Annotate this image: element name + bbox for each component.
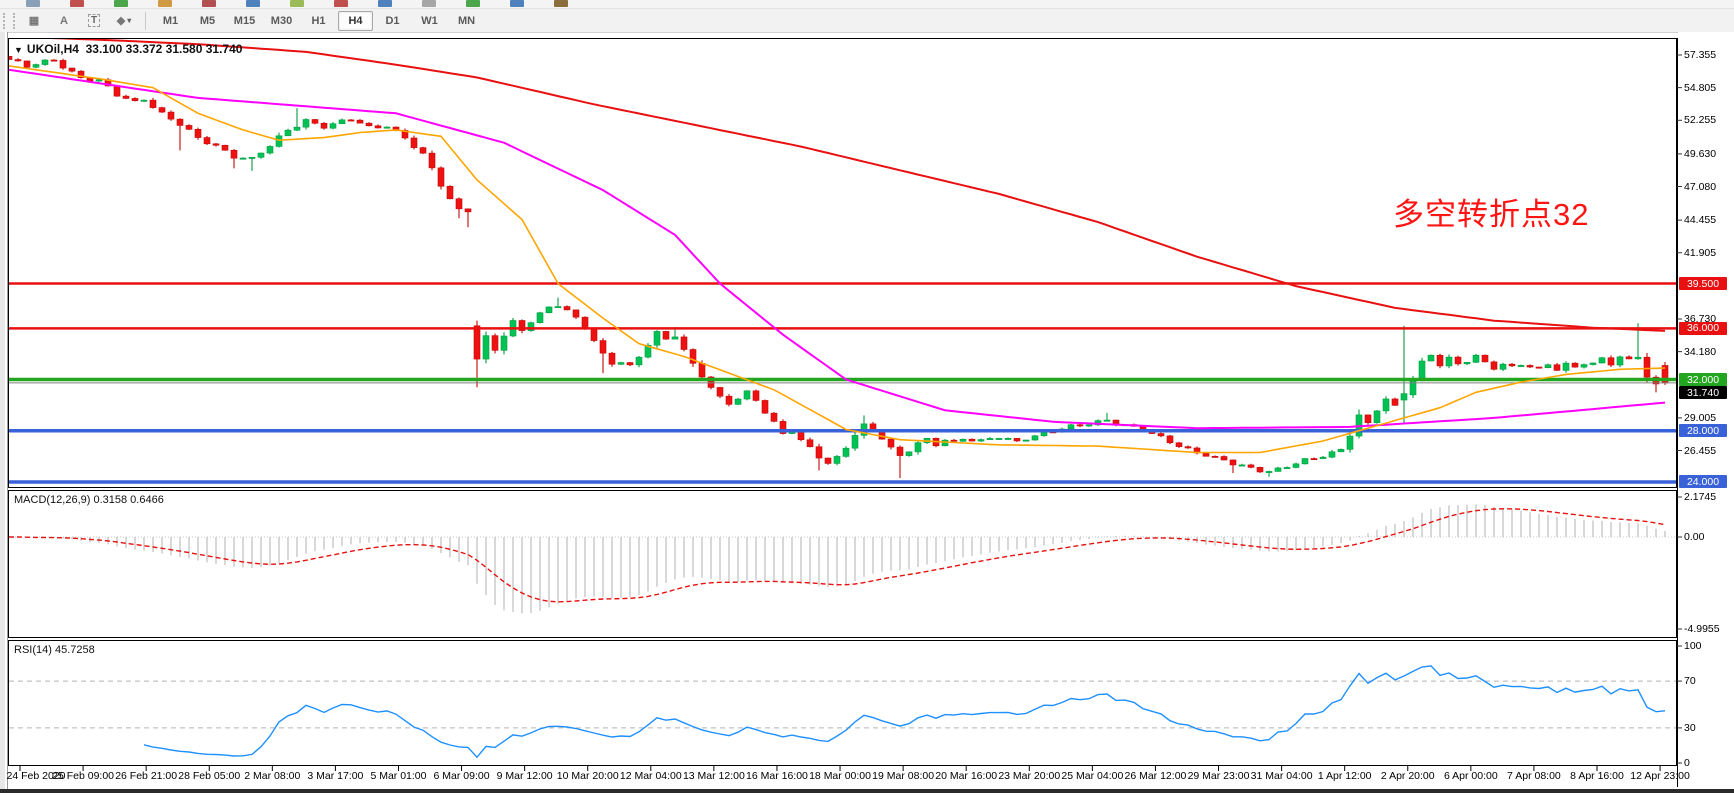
toolbar-grip[interactable] — [3, 12, 15, 29]
time-axis-label: 29 Mar 23:00 — [1187, 770, 1250, 782]
time-axis-label: 5 Mar 01:00 — [370, 770, 427, 782]
macd-label: MACD(12,26,9) 0.3158 0.6466 — [14, 494, 164, 506]
price-axis-tick: 41.905 — [1684, 246, 1717, 259]
macd-axis-tick: 2.1745 — [1684, 491, 1717, 503]
time-axis-label: 19 Mar 08:00 — [872, 770, 935, 782]
macd-panel[interactable] — [8, 490, 1677, 638]
rsi-panel[interactable] — [8, 640, 1677, 766]
price-chart-panel[interactable] — [8, 38, 1677, 488]
font-icon[interactable]: A — [60, 14, 68, 27]
macd-axis-tick: 0.00 — [1684, 531, 1705, 543]
price-level-badge: 36.000 — [1679, 321, 1727, 335]
timeframe-button-d1[interactable]: D1 — [385, 14, 400, 27]
chart-symbol-title[interactable]: ▼ UKOil,H4 33.100 33.372 31.580 31.740 — [14, 42, 242, 56]
rsi-axis-tick: 70 — [1684, 675, 1696, 688]
price-axis-tick: 34.180 — [1684, 345, 1717, 358]
time-axis-label: 2 Mar 08:00 — [244, 770, 301, 782]
timeframe-button-m15[interactable]: M15 — [233, 14, 256, 27]
clipped-toolbar-icon — [202, 0, 216, 7]
price-level-badge: 39.500 — [1679, 277, 1727, 291]
shapes-icon[interactable]: ◆ ▾ — [116, 15, 132, 27]
timeframe-button-m1[interactable]: M1 — [162, 14, 179, 27]
time-axis-label: 1 Apr 12:00 — [1317, 770, 1372, 782]
time-axis-label: 31 Mar 04:00 — [1250, 770, 1313, 782]
time-axis-label: 2 Apr 20:00 — [1380, 770, 1435, 782]
time-axis-label: 24 Feb 2020 — [6, 770, 66, 782]
clipped-toolbar-icon — [554, 0, 568, 7]
time-axis-label: 12 Mar 04:00 — [619, 770, 682, 782]
time-axis-label: 20 Mar 16:00 — [935, 770, 998, 782]
clipped-toolbar-icon — [466, 0, 480, 7]
macd-axis-tick: -4.9955 — [1684, 623, 1720, 635]
time-axis-label: 8 Apr 16:00 — [1570, 770, 1624, 782]
time-axis-label: 13 Mar 12:00 — [682, 770, 745, 782]
title-caret-icon[interactable]: ▼ — [14, 45, 23, 55]
time-axis-label: 6 Apr 00:00 — [1443, 770, 1498, 782]
timeframe-button-h1[interactable]: H1 — [311, 14, 326, 27]
text-label-icon[interactable]: T — [80, 11, 108, 31]
time-axis-label: 12 Apr 23:00 — [1630, 770, 1690, 782]
clipped-toolbar-icon — [378, 0, 392, 7]
grid-f-icon[interactable]: ▦ — [28, 15, 40, 27]
symbol-label: UKOil,H4 — [26, 42, 79, 56]
time-axis-label: 3 Mar 17:00 — [307, 770, 364, 782]
timeframe-button-w1[interactable]: W1 — [421, 14, 438, 27]
time-axis-label: 25 Mar 04:00 — [1061, 770, 1124, 782]
time-axis-label: 26 Mar 12:00 — [1124, 770, 1187, 782]
clipped-toolbar-icon — [510, 0, 524, 7]
time-axis-label: 16 Mar 16:00 — [746, 770, 808, 782]
price-axis-tick: 29.005 — [1684, 411, 1717, 424]
price-axis-tick: 49.630 — [1684, 147, 1717, 160]
rsi-axis-tick: 100 — [1684, 640, 1702, 652]
timeframe-group: M1 M5 M15 M30 H1 H4 D1 W1 MN — [152, 10, 485, 31]
toolbar-separator — [145, 11, 146, 30]
time-axis-label: 25 Feb 09:00 — [52, 770, 115, 782]
price-axis-tick: 57.355 — [1684, 49, 1717, 61]
price-axis-tick: 47.080 — [1684, 180, 1717, 193]
ohlc-values: 33.100 33.372 31.580 31.740 — [85, 42, 243, 56]
chart-toolbar: ▦ A T ◆ ▾ M1 M5 M15 M30 H1 H4 D1 W1 MN — [0, 9, 1734, 33]
rsi-axis-tick: 30 — [1684, 721, 1696, 734]
time-axis-label: 28 Feb 05:00 — [178, 770, 241, 782]
clipped-toolbar-icon — [26, 0, 40, 7]
time-axis-label: 6 Mar 09:00 — [433, 770, 490, 782]
time-axis-label: 18 Mar 00:00 — [809, 770, 871, 782]
time-axis-label: 9 Mar 12:00 — [496, 770, 553, 782]
current-price-badge: 31.740 — [1679, 386, 1727, 399]
price-level-badge: 24.000 — [1679, 475, 1727, 489]
price-axis-tick: 54.805 — [1684, 81, 1717, 94]
timeframe-button-mn[interactable]: MN — [457, 14, 476, 27]
price-axis-tick: 52.255 — [1684, 114, 1717, 127]
price-axis-tick: 26.455 — [1684, 444, 1717, 457]
window-left-border — [0, 32, 8, 790]
dropdown-caret-icon[interactable]: ▾ — [127, 16, 132, 25]
price-axis-tick: 44.455 — [1684, 214, 1717, 227]
rsi-axis-tick: 0 — [1684, 757, 1690, 769]
timeframe-button-h4[interactable]: H4 — [338, 10, 373, 31]
timeframe-button-m5[interactable]: M5 — [199, 14, 216, 27]
clipped-toolbar-icon — [422, 0, 436, 7]
time-axis-label: 26 Feb 21:00 — [115, 770, 178, 782]
clipped-toolbar-icon — [334, 0, 348, 7]
clipped-toolbar-icon — [290, 0, 304, 7]
clipped-toolbar-icon — [114, 0, 128, 7]
rsi-label: RSI(14) 45.7258 — [14, 644, 95, 656]
upper-toolbar-clipped — [0, 0, 1734, 9]
trend-annotation-text: 多空转折点32 — [1393, 197, 1590, 232]
window-bottom-border — [0, 789, 1734, 793]
clipped-toolbar-icon — [246, 0, 260, 7]
clipped-toolbar-icon — [70, 0, 84, 7]
time-axis-label: 10 Mar 20:00 — [556, 770, 619, 782]
clipped-toolbar-icon — [158, 0, 172, 7]
time-axis-label: 23 Mar 20:00 — [998, 770, 1061, 782]
time-axis-label: 7 Apr 08:00 — [1507, 770, 1561, 782]
timeframe-button-m30[interactable]: M30 — [270, 14, 293, 27]
price-level-badge: 32.000 — [1679, 373, 1727, 386]
price-level-badge: 28.000 — [1679, 424, 1727, 438]
price-axis-column[interactable] — [1678, 32, 1734, 789]
